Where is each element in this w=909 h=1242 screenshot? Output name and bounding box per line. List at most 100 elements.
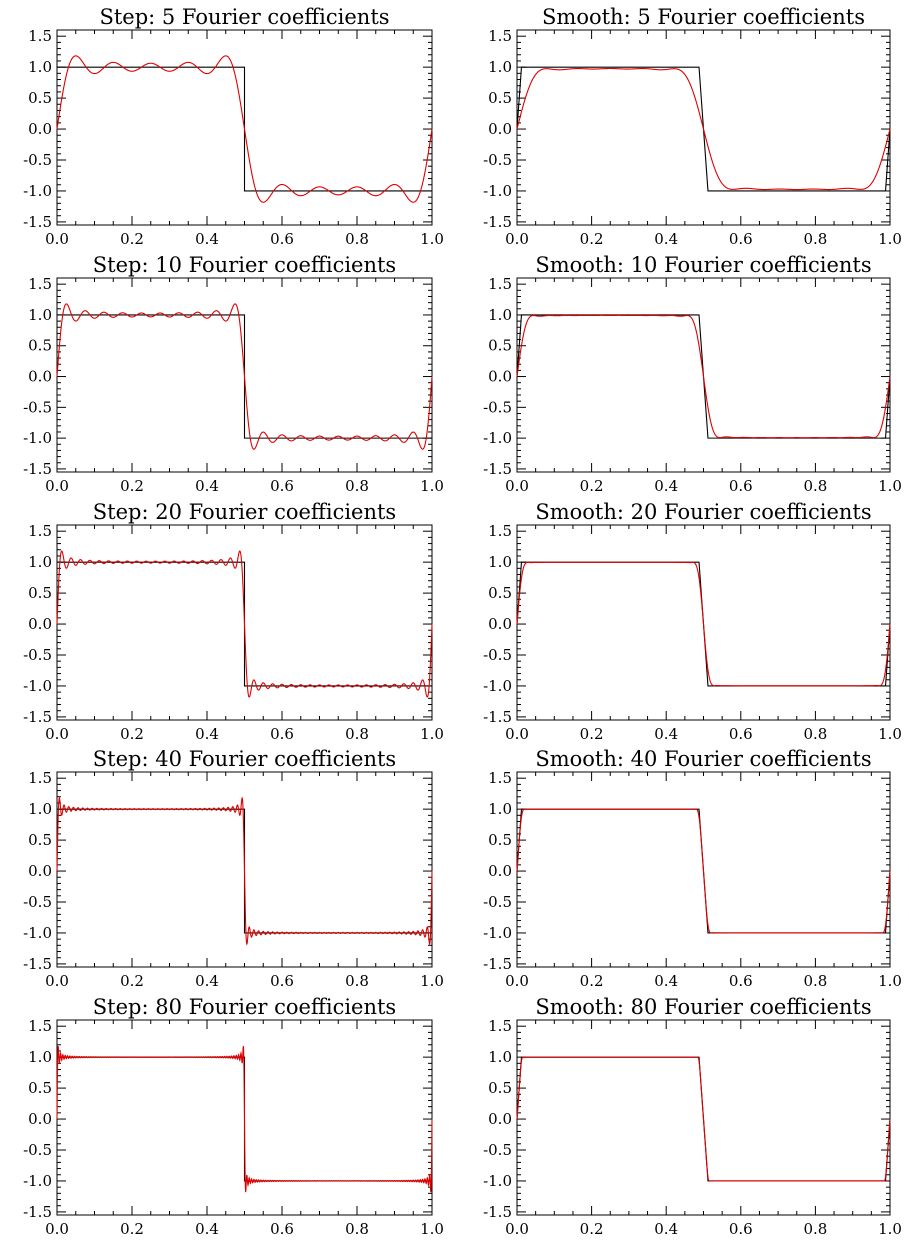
y-tick-label: 1.5: [488, 27, 512, 45]
y-tick-label: 1.5: [488, 1017, 512, 1035]
x-tick-label: 1.0: [420, 477, 444, 495]
y-tick-label: 1.5: [28, 27, 52, 45]
x-tick-label: 0.6: [270, 972, 294, 990]
x-tick-label: 0.0: [45, 230, 69, 248]
fourier-approximation-line: [56, 303, 433, 450]
panel-title: Smooth: 5 Fourier coefficients: [542, 5, 865, 29]
y-tick-label: 0.5: [488, 584, 512, 602]
chart-panel-step-10: Step: 10 Fourier coefficients 0.0 0.2 0.4 0.…: [23, 253, 444, 495]
y-tick-label: 1.5: [488, 769, 512, 787]
panel-title: Step: 5 Fourier coefficients: [99, 5, 389, 29]
y-tick-label: -0.5: [23, 646, 52, 664]
x-tick-label: 0.2: [120, 972, 144, 990]
y-tick-label: 0.5: [28, 1079, 52, 1097]
x-tick-label: 0.2: [580, 972, 604, 990]
x-tick-label: 0.2: [580, 477, 604, 495]
y-tick-label: -1.5: [483, 213, 512, 231]
y-tick-label: -1.5: [23, 708, 52, 726]
chart-panel-step-40: Step: 40 Fourier coefficients 0.0 0.2 0.4 0.…: [23, 747, 444, 990]
y-tick-label: 1.0: [488, 306, 512, 324]
x-tick-label: 1.0: [420, 230, 444, 248]
x-tick-label: 0.4: [654, 972, 678, 990]
x-tick-label: 0.2: [580, 725, 604, 743]
x-tick-label: 0.2: [120, 477, 144, 495]
x-tick-label: 0.6: [729, 725, 753, 743]
chart-panel-step-80: Step: 80 Fourier coefficients 0.0 0.2 0.4 0.…: [23, 995, 444, 1238]
y-tick-label: 0.5: [28, 831, 52, 849]
y-tick-label: -0.5: [483, 1141, 512, 1159]
y-tick-label: -1.5: [483, 955, 512, 973]
y-tick-label: -0.5: [483, 893, 512, 911]
y-tick-label: 0.0: [488, 120, 512, 138]
x-tick-label: 1.0: [878, 972, 902, 990]
x-tick-label: 0.8: [803, 230, 827, 248]
fourier-approximation-line: [56, 55, 433, 203]
panel-title: Step: 20 Fourier coefficients: [93, 500, 396, 524]
fourier-approximation-line: [516, 314, 891, 439]
y-tick-label: -1.0: [23, 924, 52, 942]
fourier-approximation-line: [56, 796, 433, 946]
y-tick-label: 1.0: [28, 58, 52, 76]
x-tick-label: 0.4: [195, 972, 219, 990]
x-tick-label: 1.0: [420, 1220, 444, 1238]
chart-panel-smooth-20: Smooth: 20 Fourier coefficients 0.0 0.2 0.4…: [483, 500, 902, 743]
y-tick-label: 1.0: [488, 800, 512, 818]
fourier-approximation-line: [516, 1056, 891, 1182]
y-tick-label: -1.0: [23, 677, 52, 695]
x-tick-label: 0.0: [505, 972, 529, 990]
x-tick-label: 0.2: [120, 725, 144, 743]
fourier-approximation-line: [56, 1045, 433, 1193]
x-tick-label: 0.6: [729, 972, 753, 990]
y-tick-label: 0.5: [488, 89, 512, 107]
x-tick-label: 0.8: [345, 725, 369, 743]
x-tick-label: 0.0: [505, 1220, 529, 1238]
chart-panel-smooth-5: Smooth: 5 Fourier coefficients 0.0 0.2 0.4 0…: [483, 5, 902, 248]
y-tick-label: -0.5: [23, 1141, 52, 1159]
panel-title: Step: 40 Fourier coefficients: [93, 747, 396, 771]
y-tick-label: 0.5: [488, 1079, 512, 1097]
y-tick-label: 1.0: [28, 800, 52, 818]
x-tick-label: 0.8: [345, 972, 369, 990]
x-tick-label: 0.2: [120, 1220, 144, 1238]
y-tick-label: -1.5: [23, 955, 52, 973]
y-tick-label: 0.5: [28, 584, 52, 602]
panel-title: Step: 10 Fourier coefficients: [93, 253, 396, 277]
y-tick-label: 0.0: [28, 862, 52, 880]
x-tick-label: 0.6: [729, 477, 753, 495]
x-tick-label: 0.6: [729, 230, 753, 248]
panel-title: Smooth: 20 Fourier coefficients: [535, 500, 871, 524]
y-tick-label: -1.0: [23, 429, 52, 447]
y-tick-label: 0.0: [28, 615, 52, 633]
y-tick-label: -0.5: [23, 893, 52, 911]
x-tick-label: 1.0: [420, 972, 444, 990]
x-tick-label: 0.0: [505, 230, 529, 248]
y-tick-label: 1.0: [28, 1048, 52, 1066]
y-tick-label: 1.5: [28, 1017, 52, 1035]
x-tick-label: 0.4: [195, 230, 219, 248]
x-tick-label: 1.0: [878, 477, 902, 495]
y-tick-label: -1.5: [23, 213, 52, 231]
y-tick-label: 1.5: [28, 275, 52, 293]
y-tick-label: -1.5: [483, 460, 512, 478]
y-tick-label: 1.5: [488, 275, 512, 293]
fourier-approximation-line: [56, 550, 433, 698]
x-tick-label: 0.2: [580, 1220, 604, 1238]
y-tick-label: -1.5: [483, 708, 512, 726]
x-tick-label: 0.8: [803, 1220, 827, 1238]
x-tick-label: 0.4: [654, 477, 678, 495]
x-tick-label: 0.8: [345, 477, 369, 495]
x-tick-label: 0.6: [270, 230, 294, 248]
x-tick-label: 0.4: [654, 1220, 678, 1238]
y-tick-label: 0.5: [28, 89, 52, 107]
fourier-approximation-line: [516, 67, 891, 191]
y-tick-label: -1.0: [483, 924, 512, 942]
y-tick-label: 1.0: [488, 553, 512, 571]
y-tick-label: -1.0: [483, 677, 512, 695]
x-tick-label: 1.0: [878, 725, 902, 743]
x-tick-label: 0.6: [270, 477, 294, 495]
x-tick-label: 1.0: [878, 230, 902, 248]
x-tick-label: 0.2: [120, 230, 144, 248]
y-tick-label: -1.5: [23, 1203, 52, 1221]
y-tick-label: -0.5: [483, 398, 512, 416]
y-tick-label: 1.0: [28, 553, 52, 571]
